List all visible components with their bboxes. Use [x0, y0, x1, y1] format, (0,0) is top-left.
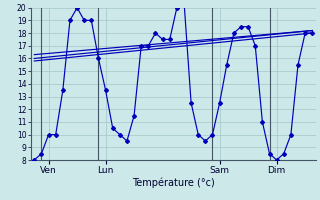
X-axis label: Température (°c): Température (°c) [132, 177, 215, 188]
